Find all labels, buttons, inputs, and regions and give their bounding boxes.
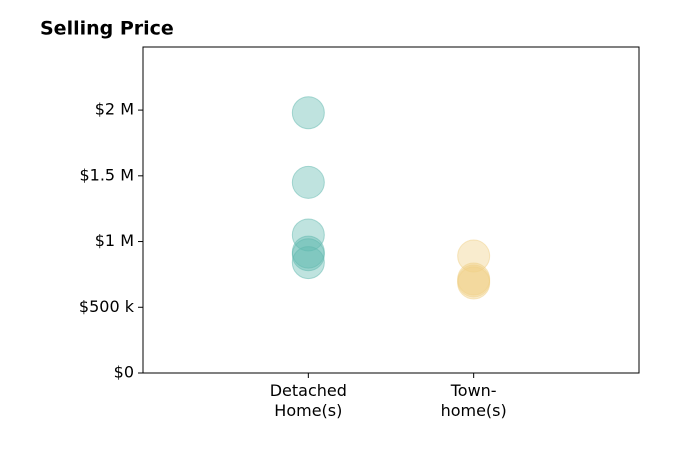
point <box>291 218 325 252</box>
y-tick-label: $1 M <box>95 231 134 250</box>
point <box>291 165 325 199</box>
plot-frame <box>142 46 640 374</box>
x-tick-label: Detached Home(s) <box>269 381 347 420</box>
y-tick-label: $500 k <box>79 297 135 316</box>
y-tick-label: $0 <box>114 363 134 382</box>
y-tick-label: $1.5 M <box>79 165 134 184</box>
point <box>291 246 325 280</box>
chart-title: Selling Price <box>40 18 174 40</box>
point <box>291 96 325 130</box>
y-tick-label: $2 M <box>95 100 134 119</box>
point <box>457 239 491 273</box>
x-tick-label: Town- home(s) <box>440 381 507 420</box>
point <box>291 238 325 272</box>
point <box>457 266 491 300</box>
